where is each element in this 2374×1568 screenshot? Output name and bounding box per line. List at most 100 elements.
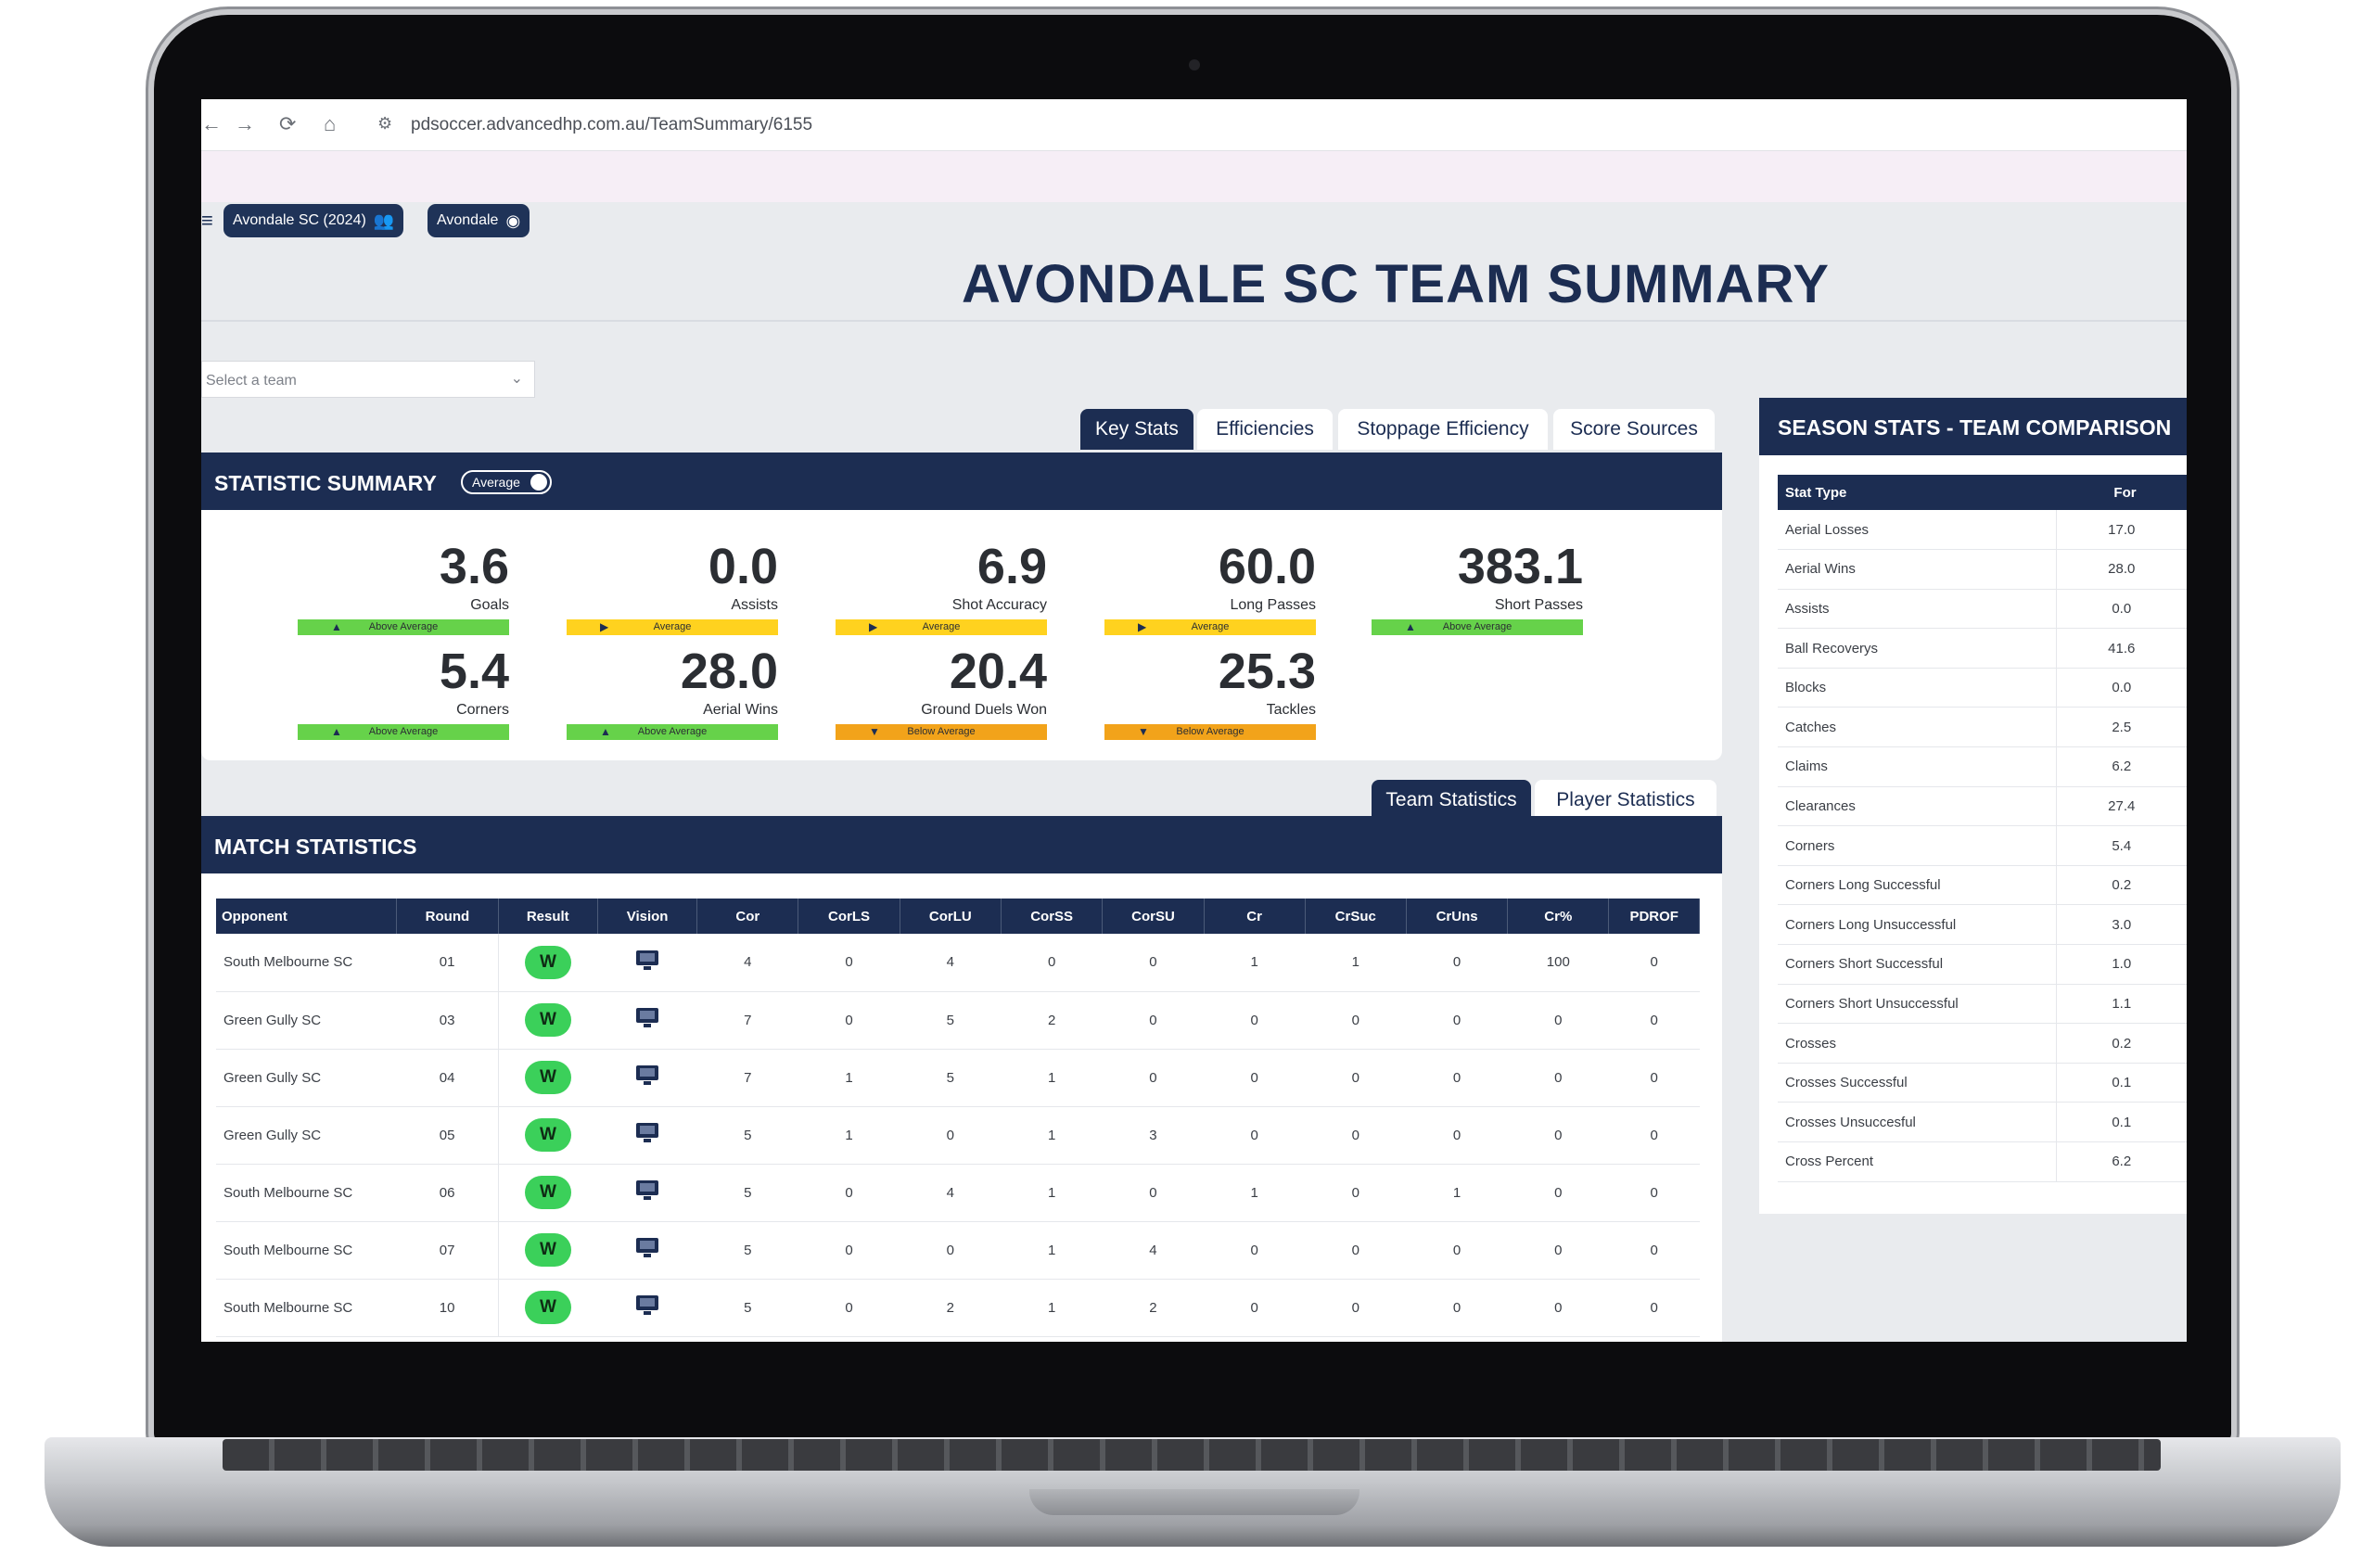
tab-score-sources[interactable]: Score Sources	[1553, 409, 1715, 450]
stat-cell: 0	[1102, 1164, 1205, 1222]
table-row[interactable]: South Melbourne SC 07 W 5 0 0 1 4 0 0 0 0 0	[216, 1221, 1700, 1280]
stat-cell: 0	[1204, 1279, 1306, 1337]
column-header[interactable]: Round	[396, 899, 499, 934]
stat-cell: 0	[1507, 1049, 1609, 1107]
stat-cell: 0	[1204, 991, 1306, 1050]
match-statistics-title: MATCH STATISTICS	[214, 835, 417, 859]
column-header[interactable]: CorLU	[900, 899, 1002, 934]
stat-type-cell: Cross Percent	[1778, 1141, 2056, 1182]
stat-label: Long Passes	[1230, 597, 1316, 613]
column-header[interactable]: CorSU	[1102, 899, 1205, 934]
round-cell: 04	[396, 1049, 499, 1107]
stat-cell: 1	[1001, 1221, 1103, 1280]
stat-cell: 0	[1204, 1106, 1306, 1165]
browser-toolbar: ← → ⟳ ⌂ ⚙ pdsoccer.advancedhp.com.au/Tea…	[201, 99, 2187, 151]
column-header[interactable]: Stat Type	[1778, 475, 2056, 510]
average-toggle[interactable]: Average	[461, 470, 552, 494]
stat-cell: 0	[1204, 1049, 1306, 1107]
column-header[interactable]: Cor	[696, 899, 799, 934]
table-row: Aerial Losses 17.0	[1778, 510, 2187, 551]
table-row[interactable]: Green Gully SC 04 W 7 1 5 1 0 0 0 0 0 0	[216, 1049, 1700, 1107]
stat-status-label: Above Average	[637, 726, 708, 737]
monitor-icon[interactable]	[636, 1238, 659, 1258]
stat-cell: 0	[900, 1106, 1002, 1165]
table-row[interactable]: Green Gully SC 05 W 5 1 0 1 3 0 0 0 0 0	[216, 1106, 1700, 1165]
column-header[interactable]: CrUns	[1406, 899, 1509, 934]
home-icon[interactable]: ⌂	[324, 112, 337, 135]
table-row: Corners Short Successful 1.0	[1778, 944, 2187, 985]
stat-status-bar: ▼ Below Average	[836, 724, 1047, 740]
column-header[interactable]: Opponent	[216, 899, 398, 934]
back-icon[interactable]: ←	[201, 112, 222, 135]
column-header[interactable]: Vision	[597, 899, 698, 934]
team-season-chip[interactable]: Avondale SC (2024) 👥	[223, 204, 404, 237]
chip-label: Avondale	[437, 212, 499, 228]
monitor-icon[interactable]	[636, 1123, 659, 1143]
stat-cell: 1	[798, 1106, 900, 1165]
tab-stoppage-efficiency[interactable]: Stoppage Efficiency	[1338, 409, 1548, 450]
stat-cell: 0	[1001, 934, 1103, 992]
table-row: Ball Recoverys 41.6	[1778, 628, 2187, 669]
table-row[interactable]: South Melbourne SC 10 W 5 0 2 1 2 0 0 0 0 0	[216, 1279, 1700, 1337]
stat-label: Corners	[456, 702, 509, 718]
reload-icon[interactable]: ⟳	[279, 112, 297, 135]
stat-value-cell: 1.0	[2055, 944, 2187, 985]
column-header[interactable]: Cr%	[1507, 899, 1610, 934]
stat-cell: 0	[1102, 1049, 1205, 1107]
stat-status-label: Above Average	[368, 621, 439, 632]
stat-value-cell: 6.2	[2055, 1141, 2187, 1182]
stat-cell: 0	[1102, 934, 1205, 992]
stat-value-cell: 0.2	[2055, 1023, 2187, 1064]
tab-player-statistics[interactable]: Player Statistics	[1535, 780, 1717, 821]
column-header[interactable]: Cr	[1204, 899, 1306, 934]
stat-cell: 0	[1608, 934, 1700, 992]
column-header[interactable]: CorLS	[798, 899, 900, 934]
site-info-icon[interactable]: ⚙	[377, 114, 393, 133]
stat-value-cell: 0.0	[2055, 589, 2187, 630]
tab-team-statistics[interactable]: Team Statistics	[1372, 780, 1531, 821]
stat-card: 383.1 Short Passes ▲ Above Average	[1372, 538, 1583, 640]
monitor-icon[interactable]	[636, 1180, 659, 1201]
monitor-icon[interactable]	[636, 1295, 659, 1316]
stat-type-cell: Aerial Losses	[1778, 510, 2056, 551]
column-header[interactable]: CrSuc	[1305, 899, 1407, 934]
column-header[interactable]: Result	[498, 899, 598, 934]
stat-type-cell: Corners Long Successful	[1778, 865, 2056, 906]
team-select[interactable]: Select a team ⌄	[201, 361, 535, 398]
stat-cell: 100	[1507, 934, 1609, 992]
opponent-cell: Green Gully SC	[216, 991, 397, 1050]
stat-cell: 2	[900, 1279, 1002, 1337]
tab-key-stats[interactable]: Key Stats	[1080, 409, 1193, 450]
menu-icon[interactable]: ≡	[201, 209, 213, 232]
forward-icon[interactable]: →	[235, 112, 255, 135]
column-header[interactable]: CorSS	[1001, 899, 1104, 934]
arrow-up-icon: ▲	[1405, 620, 1416, 633]
vision-cell	[597, 1049, 697, 1107]
table-row[interactable]: South Melbourne SC 01 W 4 0 4 0 0 1 1 0 100 0	[216, 934, 1700, 992]
column-header[interactable]: PDROF	[1608, 899, 1700, 934]
address-bar[interactable]: pdsoccer.advancedhp.com.au/TeamSummary/6…	[411, 115, 813, 134]
user-chip[interactable]: Avondale ◉	[428, 204, 530, 237]
monitor-icon[interactable]	[636, 1065, 659, 1086]
stat-cell: 0	[798, 1164, 900, 1222]
monitor-icon[interactable]	[636, 950, 659, 971]
opponent-cell: South Melbourne SC	[216, 1279, 397, 1337]
table-row: Catches 2.5	[1778, 707, 2187, 748]
stat-cell: 0	[1608, 1279, 1700, 1337]
win-badge: W	[525, 1291, 571, 1324]
table-row: Crosses 0.2	[1778, 1023, 2187, 1064]
table-row: Corners Short Unsuccessful 1.1	[1778, 984, 2187, 1025]
tab-efficiencies[interactable]: Efficiencies	[1197, 409, 1333, 450]
stat-cell: 0	[1406, 1049, 1508, 1107]
table-row[interactable]: South Melbourne SC 06 W 5 0 4 1 0 1 0 1 0 0	[216, 1164, 1700, 1222]
monitor-icon[interactable]	[636, 1008, 659, 1028]
stat-value: 25.3	[1218, 644, 1316, 699]
column-header[interactable]: For	[2056, 475, 2187, 510]
result-cell: W	[498, 1049, 598, 1107]
stat-cell: 0	[1305, 1279, 1407, 1337]
stat-cell: 0	[1608, 991, 1700, 1050]
table-row[interactable]: Green Gully SC 03 W 7 0 5 2 0 0 0 0 0 0	[216, 991, 1700, 1050]
stat-cell: 0	[1102, 991, 1205, 1050]
table-row: Assists 0.0	[1778, 589, 2187, 630]
arrow-down-icon: ▼	[1138, 725, 1149, 738]
